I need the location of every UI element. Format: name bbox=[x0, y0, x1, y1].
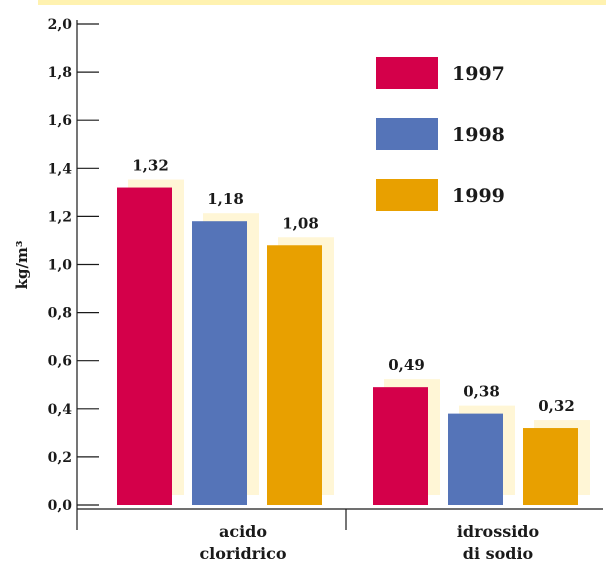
y-axis-title: kg/m³ bbox=[13, 241, 31, 290]
y-tick-label: 0,2 bbox=[48, 450, 72, 466]
y-tick-label: 2,0 bbox=[48, 17, 73, 33]
y-tick-label: 0,6 bbox=[48, 354, 72, 370]
legend-label: 1999 bbox=[452, 185, 505, 207]
x-category-label: cloridrico bbox=[199, 544, 286, 563]
bar-value-label: 1,32 bbox=[132, 157, 169, 175]
bar-1999 bbox=[267, 245, 322, 505]
bar-1998 bbox=[448, 413, 503, 505]
bar-1999 bbox=[523, 428, 578, 505]
y-tick-label: 1,8 bbox=[48, 65, 72, 81]
legend-swatch-1997 bbox=[376, 57, 438, 89]
top-band bbox=[38, 0, 606, 5]
y-tick-label: 1,4 bbox=[48, 161, 73, 177]
legend-label: 1997 bbox=[452, 63, 505, 85]
y-tick-label: 1,6 bbox=[48, 113, 72, 129]
bar-value-label: 0,32 bbox=[538, 397, 575, 415]
bar-1997 bbox=[117, 187, 172, 506]
bar-value-label: 1,18 bbox=[207, 190, 244, 208]
y-tick-label: 1,0 bbox=[48, 258, 73, 274]
bar-value-label: 0,38 bbox=[463, 383, 500, 401]
x-category-label: acido bbox=[219, 522, 267, 541]
y-tick-label: 1,2 bbox=[48, 209, 72, 225]
x-category-label: di sodio bbox=[463, 544, 534, 563]
y-tick-label: 0,4 bbox=[48, 402, 73, 418]
x-category-label: idrossido bbox=[457, 522, 540, 541]
bar-value-label: 0,49 bbox=[388, 356, 425, 374]
legend-label: 1998 bbox=[452, 124, 505, 146]
y-tick-label: 0,8 bbox=[48, 306, 72, 322]
bar-value-label: 1,08 bbox=[282, 214, 319, 232]
legend-swatch-1999 bbox=[376, 179, 438, 211]
y-tick-label: 0,0 bbox=[48, 498, 73, 514]
legend-swatch-1998 bbox=[376, 118, 438, 150]
bar-1997 bbox=[373, 387, 428, 505]
bar-1998 bbox=[192, 221, 247, 505]
